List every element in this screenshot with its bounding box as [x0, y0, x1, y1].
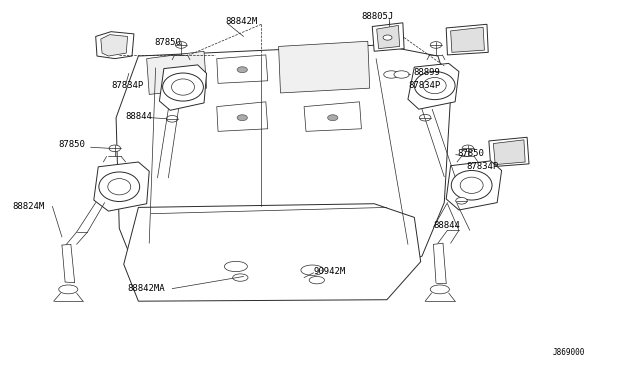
Ellipse shape	[166, 115, 178, 122]
Polygon shape	[377, 25, 399, 49]
Polygon shape	[372, 23, 404, 51]
Ellipse shape	[172, 79, 195, 95]
Text: 88824M: 88824M	[13, 202, 45, 211]
Polygon shape	[451, 27, 484, 52]
Text: 87834P: 87834P	[467, 162, 499, 171]
Text: 88899: 88899	[413, 68, 440, 77]
Text: J869000: J869000	[552, 349, 585, 357]
Polygon shape	[100, 35, 127, 56]
Text: 90942M: 90942M	[314, 267, 346, 276]
Text: 87850: 87850	[457, 149, 484, 158]
Text: 87834P: 87834P	[408, 81, 440, 90]
Ellipse shape	[225, 261, 247, 272]
Text: 88805J: 88805J	[362, 12, 394, 22]
Ellipse shape	[163, 73, 204, 101]
Polygon shape	[96, 32, 134, 59]
Polygon shape	[217, 55, 268, 83]
Polygon shape	[147, 51, 207, 94]
Text: 88842M: 88842M	[226, 17, 258, 26]
Ellipse shape	[108, 179, 131, 195]
Ellipse shape	[99, 172, 140, 202]
Ellipse shape	[328, 115, 338, 121]
Polygon shape	[446, 24, 488, 55]
Text: 88842MA: 88842MA	[127, 284, 165, 293]
Ellipse shape	[109, 145, 120, 152]
Polygon shape	[493, 140, 525, 164]
Ellipse shape	[59, 285, 78, 294]
Ellipse shape	[394, 71, 409, 78]
Ellipse shape	[237, 115, 247, 121]
Polygon shape	[159, 65, 207, 110]
Ellipse shape	[414, 71, 455, 100]
Polygon shape	[94, 162, 149, 211]
Text: 88844: 88844	[125, 112, 152, 121]
Ellipse shape	[301, 265, 324, 275]
Polygon shape	[446, 161, 502, 210]
Polygon shape	[124, 204, 420, 301]
Ellipse shape	[383, 35, 392, 40]
Ellipse shape	[430, 285, 449, 294]
Ellipse shape	[460, 177, 483, 193]
Ellipse shape	[233, 274, 248, 281]
Text: 87850: 87850	[154, 38, 181, 47]
Ellipse shape	[423, 77, 446, 94]
Polygon shape	[408, 63, 459, 109]
Polygon shape	[116, 45, 451, 276]
Ellipse shape	[175, 42, 187, 48]
Ellipse shape	[451, 170, 492, 200]
Ellipse shape	[384, 71, 399, 78]
Text: 87850: 87850	[59, 140, 86, 149]
Polygon shape	[304, 102, 362, 131]
Text: 87834P: 87834P	[111, 81, 143, 90]
Ellipse shape	[237, 67, 247, 73]
Polygon shape	[217, 102, 268, 131]
Ellipse shape	[456, 198, 467, 204]
Polygon shape	[278, 41, 370, 93]
Ellipse shape	[419, 114, 431, 121]
Polygon shape	[489, 137, 529, 167]
Ellipse shape	[309, 276, 324, 284]
Text: 88844: 88844	[433, 221, 460, 230]
Ellipse shape	[462, 145, 474, 152]
Ellipse shape	[430, 42, 442, 48]
